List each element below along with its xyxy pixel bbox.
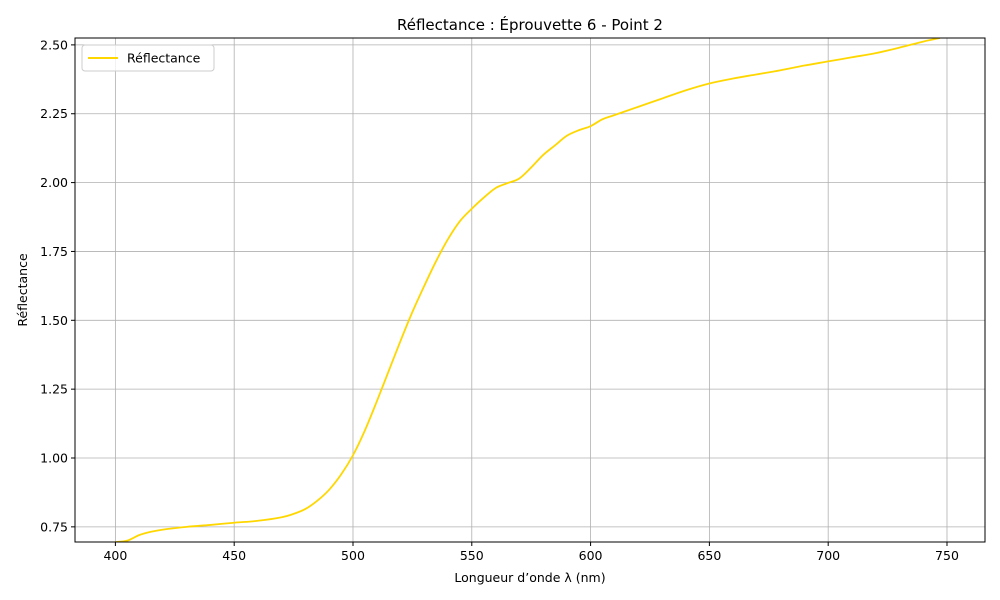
ticks: 400 450 500 550 600 650 700 750 0.75 1.00 1.25 1.50…	[40, 37, 959, 563]
y-tick-label: 0.75	[40, 519, 68, 534]
x-tick-label: 600	[579, 548, 603, 563]
x-tick-label: 700	[816, 548, 840, 563]
x-tick-label: 750	[935, 548, 959, 563]
grid	[75, 38, 985, 542]
y-tick-label: 1.25	[40, 382, 68, 397]
series-layer	[115, 38, 941, 542]
x-tick-label: 500	[341, 548, 365, 563]
plot-frame	[74, 37, 986, 543]
legend-entry-reflectance: Réflectance	[127, 51, 201, 66]
y-tick-label: 1.50	[40, 313, 68, 328]
y-tick-label: 2.50	[40, 37, 68, 52]
x-tick-label: 400	[103, 548, 127, 563]
y-tick-label: 2.00	[40, 175, 68, 190]
y-tick-label: 1.00	[40, 451, 68, 466]
legend: Réflectance	[81, 44, 215, 72]
chart-title: Réflectance : Éprouvette 6 - Point 2	[397, 15, 663, 34]
series-line-reflectance	[115, 38, 941, 542]
y-axis-label: Réflectance	[15, 253, 30, 327]
y-tick-label: 1.75	[40, 244, 68, 259]
x-tick-label: 450	[222, 548, 246, 563]
y-tick-label: 2.25	[40, 106, 68, 121]
x-tick-label: 650	[697, 548, 721, 563]
x-tick-label: 550	[460, 548, 484, 563]
x-axis-label: Longueur d’onde λ (nm)	[454, 570, 605, 585]
legend-box	[81, 44, 215, 72]
